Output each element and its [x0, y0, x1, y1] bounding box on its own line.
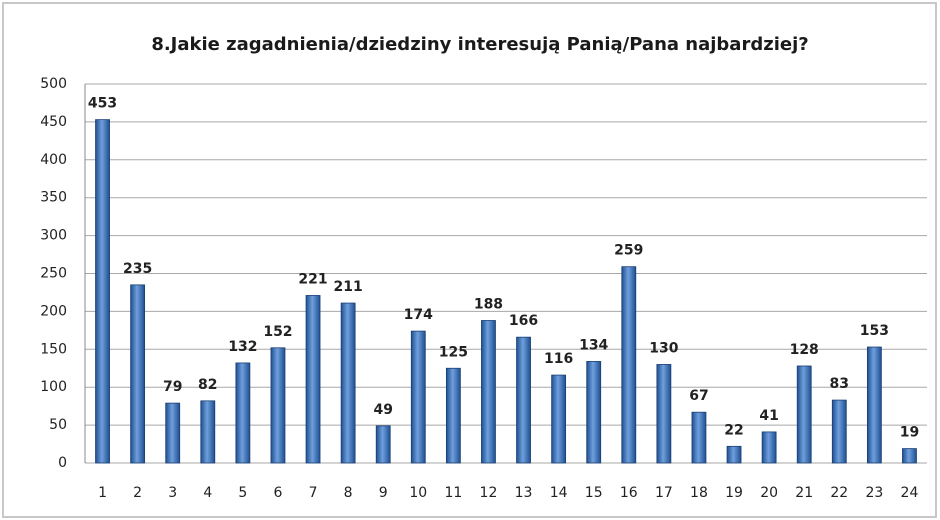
- bar: [866, 346, 882, 464]
- data-label: 152: [263, 324, 292, 340]
- bar: [270, 347, 286, 464]
- data-label: 67: [689, 388, 708, 404]
- bar: [130, 284, 146, 464]
- x-tick-label: 23: [865, 485, 883, 501]
- x-tick-label: 18: [690, 485, 708, 501]
- bar: [796, 365, 812, 464]
- x-tick-label: 24: [901, 485, 919, 501]
- x-tick-label: 8: [344, 485, 353, 501]
- bar: [621, 266, 637, 464]
- bar: [691, 411, 707, 464]
- data-label: 132: [228, 339, 257, 355]
- bar: [95, 119, 110, 464]
- data-label: 130: [649, 340, 678, 356]
- x-tick-label: 19: [725, 485, 743, 501]
- bar: [200, 400, 216, 464]
- data-label: 82: [198, 377, 217, 393]
- data-label: 125: [439, 344, 468, 360]
- x-tick-label: 4: [203, 485, 212, 501]
- x-tick-label: 17: [655, 485, 673, 501]
- data-label: 235: [123, 261, 152, 277]
- x-tick-label: 16: [620, 485, 638, 501]
- y-tick-label: 350: [40, 190, 67, 206]
- data-label: 128: [790, 342, 819, 358]
- y-tick-label: 400: [40, 152, 67, 168]
- bar: [551, 374, 567, 464]
- y-tick-label: 300: [40, 228, 67, 244]
- bar: [481, 320, 496, 464]
- data-label: 22: [724, 422, 743, 438]
- x-tick-label: 3: [168, 485, 177, 501]
- y-tick-label: 450: [40, 114, 67, 130]
- bar: [410, 330, 426, 464]
- data-label: 166: [509, 313, 538, 329]
- bar: [656, 364, 672, 464]
- x-tick-label: 5: [238, 485, 247, 501]
- data-label: 188: [474, 296, 503, 312]
- bar: [445, 367, 461, 464]
- x-tick-label: 1: [98, 485, 107, 501]
- bar: [831, 399, 847, 464]
- bar: [340, 302, 356, 464]
- x-tick-label: 22: [830, 485, 848, 501]
- x-tick-label: 11: [444, 485, 462, 501]
- data-label: 19: [900, 425, 919, 441]
- bar: [726, 445, 742, 464]
- data-label: 221: [298, 271, 327, 287]
- bar: [165, 402, 181, 464]
- x-tick-label: 6: [273, 485, 282, 501]
- x-tick-label: 14: [550, 485, 568, 501]
- data-label: 49: [373, 402, 392, 418]
- bar: [305, 295, 321, 464]
- x-tick-label: 9: [379, 485, 388, 501]
- y-tick-label: 150: [40, 341, 67, 357]
- x-tick-label: 12: [480, 485, 498, 501]
- data-label: 259: [614, 243, 643, 259]
- data-label: 79: [163, 379, 182, 395]
- chart-title: 8.Jakie zagadnienia/dziedziny interesują…: [151, 34, 808, 55]
- data-label: 453: [88, 96, 117, 112]
- y-tick-label: 50: [49, 417, 67, 433]
- data-label: 83: [830, 376, 849, 392]
- bar: [516, 336, 531, 464]
- x-tick-label: 13: [515, 485, 533, 501]
- y-tick-label: 100: [40, 379, 67, 395]
- bar: [235, 362, 251, 464]
- bar: [586, 361, 602, 464]
- x-tick-label: 15: [585, 485, 603, 501]
- y-tick-label: 0: [58, 455, 67, 471]
- y-tick-label: 500: [40, 76, 67, 92]
- x-tick-label: 10: [409, 485, 427, 501]
- data-label: 134: [579, 337, 608, 353]
- data-label: 153: [860, 323, 889, 339]
- y-tick-label: 200: [40, 303, 67, 319]
- y-tick-label: 250: [40, 266, 67, 282]
- data-label: 174: [404, 307, 433, 323]
- x-tick-label: 2: [133, 485, 142, 501]
- data-label: 41: [759, 408, 778, 424]
- bar: [761, 431, 777, 464]
- x-tick-label: 20: [760, 485, 778, 501]
- data-label: 116: [544, 351, 573, 367]
- bar: [902, 448, 917, 464]
- x-tick-label: 7: [309, 485, 318, 501]
- bar: [375, 425, 391, 464]
- data-label: 211: [334, 279, 363, 295]
- x-tick-label: 21: [795, 485, 813, 501]
